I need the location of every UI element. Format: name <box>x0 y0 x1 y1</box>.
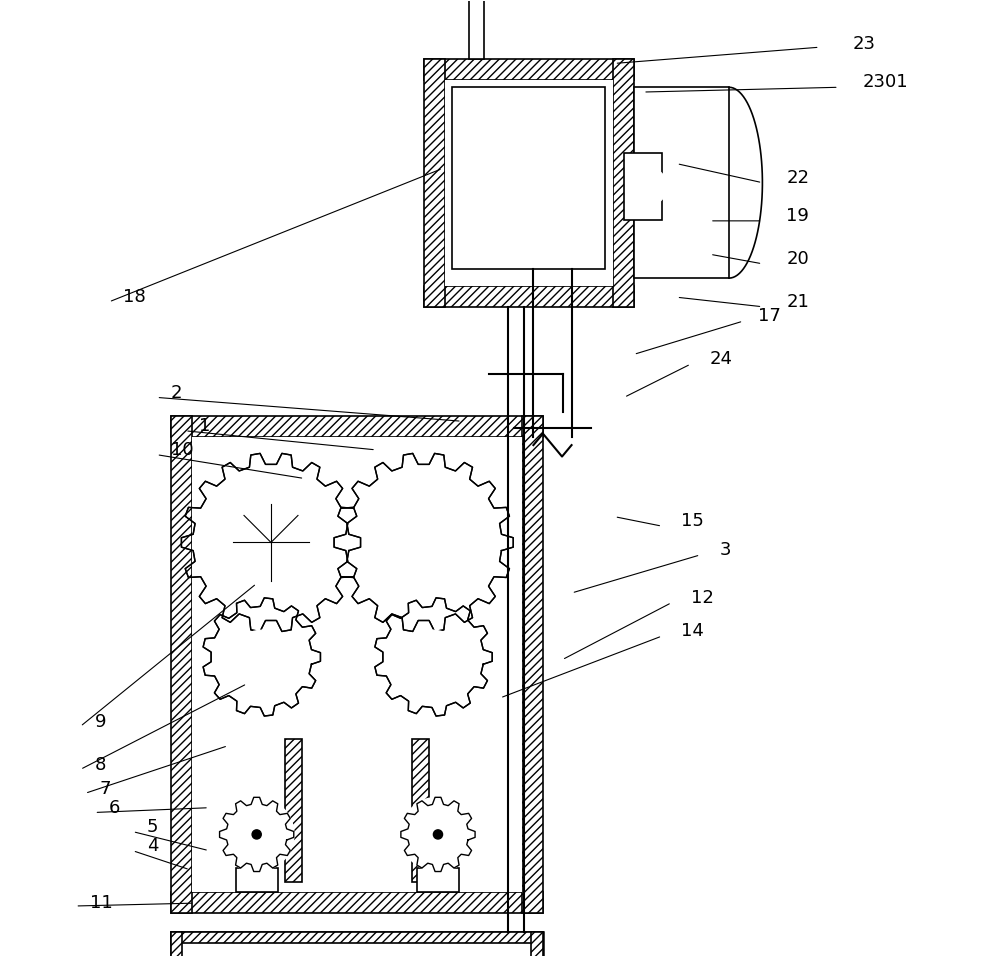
Text: 1: 1 <box>199 417 211 435</box>
FancyBboxPatch shape <box>531 932 543 957</box>
Circle shape <box>252 648 271 666</box>
FancyBboxPatch shape <box>171 892 543 913</box>
Bar <box>445 79 613 286</box>
Text: 23: 23 <box>853 35 876 54</box>
Text: 4: 4 <box>147 836 158 855</box>
Circle shape <box>193 464 349 621</box>
Circle shape <box>629 167 667 206</box>
Text: 10: 10 <box>171 441 193 458</box>
Circle shape <box>406 631 460 683</box>
Bar <box>171 932 543 957</box>
Bar <box>417 868 459 892</box>
FancyBboxPatch shape <box>424 286 634 307</box>
Text: 21: 21 <box>786 293 809 311</box>
FancyBboxPatch shape <box>171 416 543 437</box>
FancyBboxPatch shape <box>613 58 634 307</box>
FancyBboxPatch shape <box>424 58 445 307</box>
Text: 20: 20 <box>786 250 809 268</box>
Text: 12: 12 <box>691 589 714 607</box>
Bar <box>634 87 729 278</box>
Text: 18: 18 <box>123 288 146 306</box>
Circle shape <box>345 464 502 621</box>
FancyBboxPatch shape <box>522 416 543 913</box>
FancyBboxPatch shape <box>171 416 192 913</box>
Text: 3: 3 <box>719 541 731 559</box>
Text: 8: 8 <box>94 756 106 774</box>
Text: 6: 6 <box>109 799 120 816</box>
Text: 7: 7 <box>99 780 111 797</box>
Text: 14: 14 <box>681 622 704 640</box>
Text: 5: 5 <box>147 818 158 835</box>
Text: 24: 24 <box>710 350 733 368</box>
Text: 2: 2 <box>171 384 182 402</box>
Circle shape <box>383 607 484 707</box>
Circle shape <box>211 607 312 707</box>
Circle shape <box>423 819 453 850</box>
Text: 2301: 2301 <box>863 74 908 92</box>
Circle shape <box>241 819 272 850</box>
Text: 9: 9 <box>94 713 106 731</box>
Bar <box>469 0 484 58</box>
Circle shape <box>252 830 261 839</box>
FancyBboxPatch shape <box>285 739 302 882</box>
FancyBboxPatch shape <box>412 739 429 882</box>
Circle shape <box>407 525 440 559</box>
FancyBboxPatch shape <box>171 932 182 957</box>
Text: 19: 19 <box>786 207 809 225</box>
Text: 17: 17 <box>758 307 781 325</box>
Text: 15: 15 <box>681 512 704 530</box>
Circle shape <box>219 797 294 872</box>
Circle shape <box>254 525 288 559</box>
Text: 11: 11 <box>90 894 112 912</box>
Circle shape <box>376 495 471 590</box>
Bar <box>236 868 278 892</box>
Bar <box>452 87 605 269</box>
Circle shape <box>401 797 475 872</box>
FancyBboxPatch shape <box>171 932 543 944</box>
Bar <box>624 153 662 220</box>
Circle shape <box>433 830 443 839</box>
Circle shape <box>223 495 319 590</box>
Bar <box>192 437 522 892</box>
Text: 22: 22 <box>786 169 809 187</box>
Circle shape <box>424 648 443 666</box>
Circle shape <box>636 175 659 198</box>
FancyBboxPatch shape <box>424 58 634 79</box>
Circle shape <box>235 631 288 683</box>
